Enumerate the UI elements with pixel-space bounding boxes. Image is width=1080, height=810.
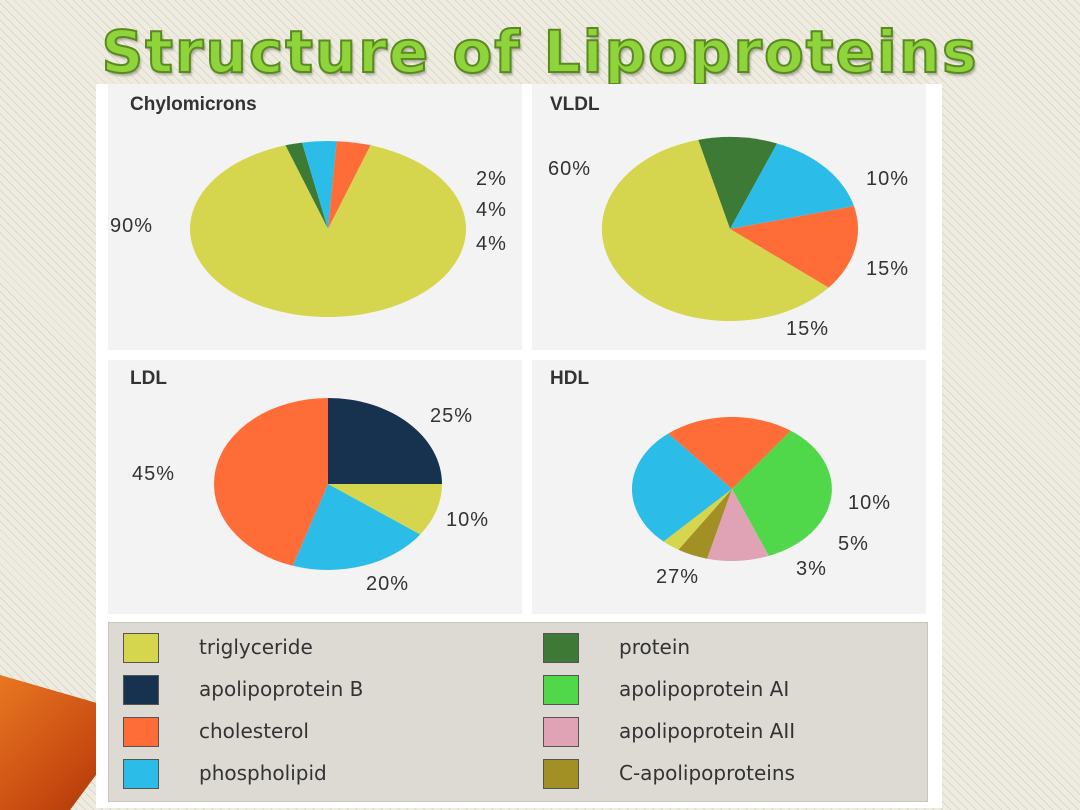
legend-label: cholesterol xyxy=(199,719,309,743)
legend-swatch xyxy=(123,633,159,663)
chart-title-chylomicrons: Chylomicrons xyxy=(130,94,257,115)
pie-slice-phospholipid xyxy=(730,143,854,229)
pie-slice-triglyceride xyxy=(328,484,442,535)
data-label-phospholipid: 4% xyxy=(476,199,507,221)
data-label-c-apolipoproteins: 5% xyxy=(838,533,869,555)
data-label-triglyceride: 90% xyxy=(110,215,153,237)
chart-title-vldl: VLDL xyxy=(550,94,600,115)
legend-label: phospholipid xyxy=(199,761,327,785)
data-label-protein: 10% xyxy=(866,168,909,190)
legend: triglyceride apolipoprotein B cholestero… xyxy=(108,622,928,802)
legend-swatch xyxy=(543,633,579,663)
pie-slice-phospholipid xyxy=(292,484,421,570)
legend-label: apolipoprotein AI xyxy=(619,677,790,701)
data-label-apolipoprotein-aii: 10% xyxy=(848,492,891,514)
pie-slice-apolipoprotein-b xyxy=(328,398,442,484)
pie-slice-cholesterol xyxy=(328,141,371,229)
legend-swatch xyxy=(123,717,159,747)
legend-label: protein xyxy=(619,635,691,659)
data-label-protein: 2% xyxy=(476,168,507,190)
legend-label: triglyceride xyxy=(199,635,313,659)
pie-slice-cholesterol xyxy=(668,417,791,489)
data-label-phospholipid: 20% xyxy=(366,573,409,595)
data-label-triglyceride: 60% xyxy=(548,158,591,180)
pie-slice-triglyceride xyxy=(663,489,732,550)
chart-title-ldl: LDL xyxy=(130,368,167,389)
pie-slice-phospholipid xyxy=(302,141,337,229)
chart-title-hdl: HDL xyxy=(550,368,589,389)
data-label-apolipoprotein-b: 25% xyxy=(430,405,473,427)
legend-label: C-apolipoproteins xyxy=(619,761,795,785)
data-label-cholesterol: 4% xyxy=(476,233,507,255)
data-label-phospholipid: 15% xyxy=(866,258,909,280)
pie-slice-cholesterol xyxy=(213,398,328,566)
pie-slice-apolipoprotein-aii xyxy=(707,489,769,561)
pie-charts: Chylomicrons 2% 4% 4% 90% VLDL 10% 15% 15% 60% LDL… xyxy=(108,84,926,614)
pie-slice-phospholipid xyxy=(631,433,732,542)
pie-slice-apolipoprotein-ai xyxy=(732,430,832,556)
data-label-phospholipid: 27% xyxy=(656,566,699,588)
page-title: Structure of Lipoproteins xyxy=(100,17,979,87)
legend-swatch xyxy=(543,675,579,705)
legend-swatch xyxy=(123,759,159,789)
pie-slice-c-apolipoproteins xyxy=(678,489,732,559)
legend-label: apolipoprotein AII xyxy=(619,719,796,743)
legend-swatch xyxy=(123,675,159,705)
legend-swatch xyxy=(543,759,579,789)
data-label-cholesterol: 45% xyxy=(132,463,175,485)
pie-slice-protein xyxy=(698,137,778,229)
pie-slice-cholesterol xyxy=(730,206,859,288)
chart-panel: Chylomicrons 2% 4% 4% 90% VLDL 10% 15% 15% 60% LDL… xyxy=(96,84,942,808)
data-label-cholesterol: 15% xyxy=(786,318,829,340)
legend-label: apolipoprotein B xyxy=(199,677,364,701)
legend-swatch xyxy=(543,717,579,747)
pie-slice-triglyceride xyxy=(190,145,467,318)
pie-slice-triglyceride xyxy=(601,139,829,322)
data-label-triglyceride: 10% xyxy=(446,509,489,531)
pie-slice-protein xyxy=(285,142,328,229)
data-label-triglyceride: 3% xyxy=(796,558,827,580)
